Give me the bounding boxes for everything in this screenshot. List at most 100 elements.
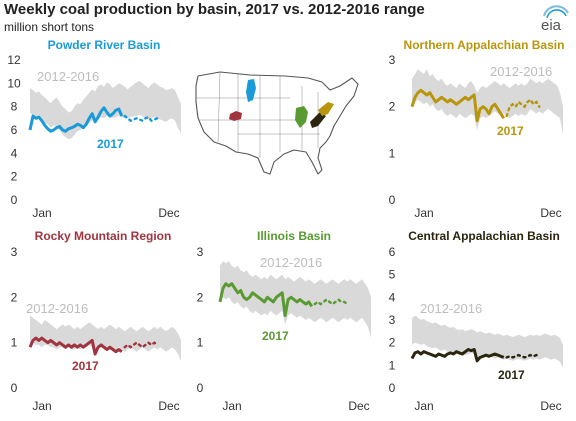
chart-subtitle: million short tons [4,20,95,34]
y-tick-label: 4 [11,146,18,160]
y-tick-label: 2 [389,100,396,114]
actual-line-layer [410,88,506,123]
x-ticks: Jan Dec [414,399,561,413]
series-label-2017: 2017 [97,137,124,151]
x-tick-label: Dec [540,206,561,220]
x-ticks: Jan Dec [32,399,179,413]
x-tick-label: Dec [158,399,179,413]
range-label: 2012-2016 [420,301,482,316]
y-tick-label: 2 [11,290,18,304]
powder-river-basin-shape [246,79,256,102]
range-label: 2012-2016 [37,69,99,84]
illinois-basin-shape [295,106,308,128]
series-label-2017: 2017 [262,329,289,343]
forecast-line-layer [505,353,541,359]
panel-powder-river: Powder River Basin 0 2 4 6 8 10 12 Jan Dec 2012… [7,38,181,220]
forecast-line-layer [505,97,541,118]
x-tick-label: Jan [414,399,433,413]
y-tick-label: 3 [389,313,396,327]
panel-title: Northern Appalachian Basin [404,38,565,52]
actual-line [410,348,505,363]
y-tick-label: 4 [389,290,396,304]
x-tick-label: Jan [32,399,51,413]
y-tick-label: 1 [389,358,396,372]
y-tick-label: 12 [7,53,21,67]
x-tick-label: Dec [540,399,561,413]
y-tick-label: 0 [11,193,18,207]
y-ticks: 0 1 2 3 [11,245,18,395]
range-label: 2012-2016 [260,255,322,270]
x-tick-label: Jan [32,206,51,220]
forecast-line [123,114,159,123]
y-tick-label: 0 [389,193,396,207]
y-tick-label: 1 [389,146,396,160]
actual-line-layer [28,336,123,356]
range-band [412,69,563,135]
y-tick-label: 3 [11,245,18,259]
panel-title: Rocky Mountain Region [35,229,172,243]
x-ticks: Jan Dec [414,206,561,220]
panel-title: Powder River Basin [48,38,161,52]
actual-line [218,282,314,317]
x-tick-label: Jan [414,206,433,220]
forecast-line-layer [123,341,159,349]
range-band-layer [412,69,563,135]
y-tick-label: 0 [197,381,204,395]
range-label: 2012-2016 [490,64,552,79]
y-tick-label: 5 [389,268,396,282]
x-tick-label: Dec [158,206,179,220]
y-ticks: 0 1 2 3 [197,245,204,395]
forecast-line-layer [123,114,159,123]
y-tick-label: 6 [11,123,18,137]
northern-appalachian-basin-shape [318,102,334,116]
y-tick-label: 8 [11,100,18,114]
forecast-line [505,97,541,118]
us-outline [195,71,359,175]
series-label-2017: 2017 [72,359,99,373]
y-tick-label: 10 [7,76,21,90]
forecast-line [313,298,349,306]
panel-northern-appalachian: Northern Appalachian Basin 0 1 2 3 Jan Dec 2… [389,38,565,220]
eia-logo: eia [541,5,569,34]
eia-logo-text: eia [541,17,562,34]
range-label: 2012-2016 [26,301,88,316]
y-tick-label: 2 [11,170,18,184]
panel-rocky-mountain: Rocky Mountain Region 0 1 2 3 Jan Dec 2012-2… [11,229,181,413]
forecast-line [505,353,541,359]
panel-illinois: Illinois Basin 0 1 2 3 Jan Dec 2012-2016 201… [197,229,371,413]
rocky-mountain-region-shape [229,111,242,121]
y-tick-label: 6 [389,245,396,259]
y-tick-label: 3 [197,245,204,259]
actual-line-layer [218,282,314,317]
us-basin-map [195,71,359,175]
range-band [30,315,181,361]
panel-title: Central Appalachian Basin [408,229,560,243]
y-tick-label: 1 [197,336,204,350]
y-tick-label: 3 [389,53,396,67]
y-tick-label: 2 [197,290,204,304]
actual-line-layer [410,348,505,363]
panel-title: Illinois Basin [257,229,331,243]
y-tick-label: 2 [389,336,396,350]
panel-central-appalachian: Central Appalachian Basin 0 1 2 3 4 5 6 Jan Dec… [389,229,563,413]
y-tick-label: 1 [11,336,18,350]
series-label-2017: 2017 [498,368,525,382]
series-label-2017: 2017 [497,124,524,138]
range-band [412,315,563,368]
x-tick-label: Jan [222,399,241,413]
actual-line-layer [28,106,124,133]
actual-line [28,336,123,356]
y-tick-label: 0 [389,381,396,395]
forecast-line [123,341,159,349]
y-ticks: 0 2 4 6 8 10 12 [7,53,21,207]
x-ticks: Jan Dec [32,206,179,220]
y-tick-label: 0 [11,381,18,395]
range-band-layer [30,315,181,361]
y-ticks: 0 1 2 3 [389,53,396,207]
x-ticks: Jan Dec [222,399,369,413]
actual-line [410,88,506,123]
forecast-line-layer [313,298,349,306]
actual-line [28,106,124,133]
chart-title: Weekly coal production by basin, 2017 vs… [4,1,425,18]
y-ticks: 0 1 2 3 4 5 6 [389,245,396,395]
